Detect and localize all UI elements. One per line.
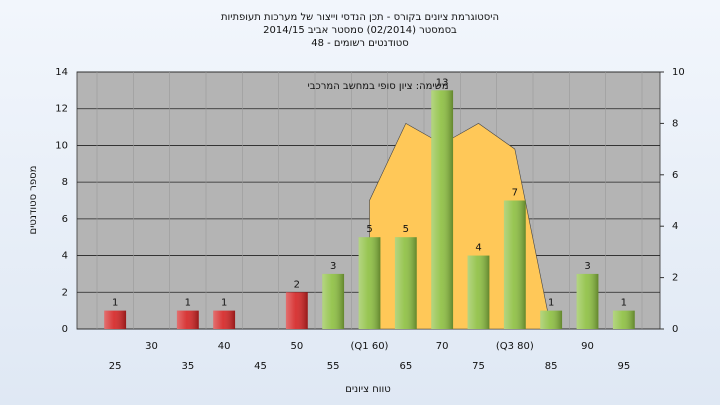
x-tick-label: 30 [145, 341, 158, 352]
bar-shade [431, 90, 454, 329]
bar-shade [503, 200, 526, 329]
value-label: 2 [294, 279, 300, 290]
x-tick-label: 25 [109, 361, 122, 372]
y-axis-label: מספר סטודנטים [28, 166, 39, 235]
x-tick-label: 40 [218, 341, 231, 352]
y2-tick-label: 6 [672, 170, 678, 181]
y2-tick-label: 8 [672, 118, 678, 129]
x-tick-label: 90 [581, 341, 594, 352]
x-tick-label: 55 [327, 361, 340, 372]
y-tick-label: 10 [55, 140, 68, 151]
value-label: 13 [436, 77, 449, 88]
subtitle: סטודנטים רשומים - 48 [311, 38, 409, 49]
bar-shade [358, 237, 381, 329]
value-label: 7 [512, 188, 518, 199]
x-tick-label: 50 [290, 341, 303, 352]
bar-shade [576, 273, 599, 329]
value-label: 5 [366, 224, 372, 235]
value-label: 3 [584, 261, 590, 272]
x-tick-label: 65 [399, 361, 412, 372]
annotation: משימה: ציון סופי במחשב המרכבי [307, 81, 448, 92]
y-tick-label: 0 [62, 324, 68, 335]
y-tick-label: 12 [55, 104, 68, 115]
x-axis-label: טווח ציונים [345, 384, 390, 395]
value-label: 3 [330, 261, 336, 272]
y2-tick-label: 10 [672, 67, 685, 78]
x-tick-label: 45 [254, 361, 267, 372]
y-tick-label: 14 [55, 67, 68, 78]
bar-shade [612, 310, 635, 329]
y-tick-label: 2 [62, 287, 68, 298]
value-label: 1 [221, 298, 227, 309]
chart-title: היסטוגרמת ציונים בקורס - תכן הנדסי וייצו… [221, 12, 499, 23]
y2-tick-label: 2 [672, 273, 678, 284]
y2-tick-label: 0 [672, 324, 678, 335]
bar-shade [540, 310, 563, 329]
bar-shade [394, 237, 417, 329]
x-tick-label: 70 [436, 341, 449, 352]
x-tick-label: 75 [472, 361, 485, 372]
x-tick-label: 35 [181, 361, 194, 372]
y-tick-label: 6 [62, 214, 68, 225]
bar-shade [322, 273, 345, 329]
y-tick-label: 4 [62, 251, 68, 262]
bar-shade [176, 310, 199, 329]
value-label: 1 [185, 298, 191, 309]
subtitle: בסמסטר (02/2014) סמסטר אביב 2014/15 [263, 25, 457, 36]
value-label: 5 [403, 224, 409, 235]
x-tick-label: 85 [545, 361, 558, 372]
x-tick-label: 95 [617, 361, 630, 372]
y-tick-label: 8 [62, 177, 68, 188]
bar-shade [104, 310, 127, 329]
bar-shade [285, 292, 308, 329]
x-tick-label: (Q3 80) [496, 341, 534, 352]
value-label: 1 [112, 298, 118, 309]
y2-tick-label: 4 [672, 221, 678, 232]
bar-shade [213, 310, 236, 329]
value-label: 4 [475, 243, 481, 254]
value-label: 1 [548, 298, 554, 309]
value-label: 1 [621, 298, 627, 309]
x-tick-label: (Q1 60) [351, 341, 389, 352]
bar-shade [467, 255, 490, 329]
